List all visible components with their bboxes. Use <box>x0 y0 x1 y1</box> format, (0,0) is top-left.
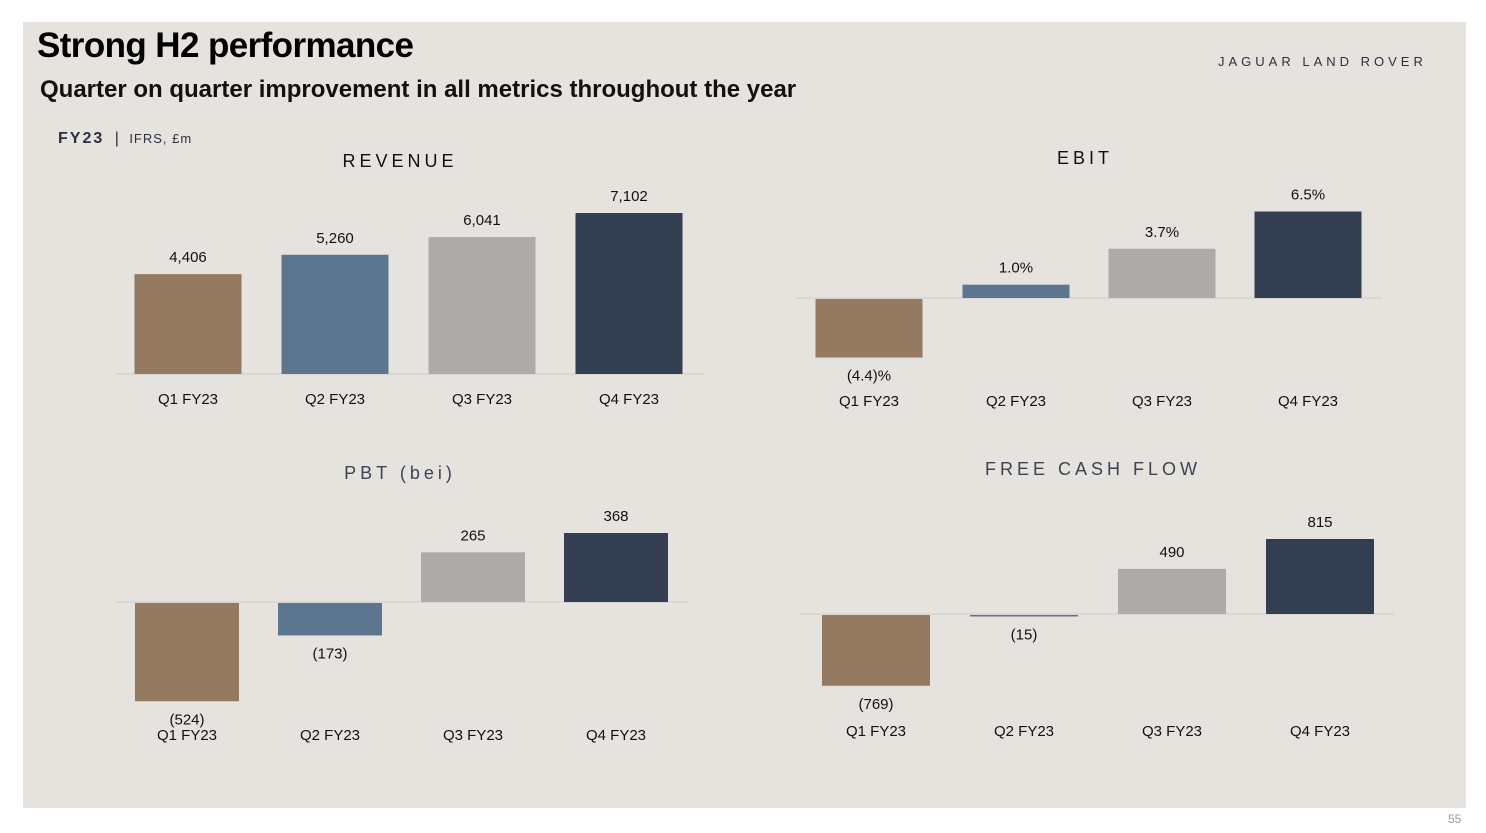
basis-separator: | <box>114 130 119 147</box>
ebit-bar-q1 <box>815 299 923 358</box>
basis-units: IFRS, £m <box>129 131 193 146</box>
revenue-category-label-q1: Q1 FY23 <box>158 391 218 408</box>
fcf-category-label-q3: Q3 FY23 <box>1142 723 1202 740</box>
pbt-value-label-q4: 368 <box>603 508 628 525</box>
ebit-category-label-q2: Q2 FY23 <box>986 393 1046 410</box>
revenue-value-label-q2: 5,260 <box>316 230 354 247</box>
pbt-bar-q2 <box>278 603 382 636</box>
ebit-chart-title: EBIT <box>1057 148 1113 168</box>
pbt-value-label-q2: (173) <box>312 645 347 662</box>
revenue-chart-title: REVENUE <box>342 151 457 171</box>
page-subtitle: Quarter on quarter improvement in all me… <box>40 76 797 103</box>
revenue-category-label-q2: Q2 FY23 <box>305 391 365 408</box>
fcf-bar-q2 <box>970 615 1078 617</box>
ebit-value-label-q3: 3.7% <box>1145 224 1179 241</box>
revenue-value-label-q3: 6,041 <box>463 212 501 229</box>
ebit-value-label-q4: 6.5% <box>1291 187 1325 204</box>
pbt-category-label-q1: Q1 FY23 <box>157 727 217 744</box>
pbt-category-label-q4: Q4 FY23 <box>586 727 646 744</box>
pbt-value-label-q3: 265 <box>460 527 485 544</box>
fcf-value-label-q3: 490 <box>1159 544 1184 561</box>
fcf-value-label-q4: 815 <box>1307 514 1332 531</box>
pbt-value-label-q1: (524) <box>169 711 204 728</box>
ebit-bar-q4 <box>1254 211 1362 298</box>
fcf-bar-q1 <box>822 615 930 686</box>
ebit-bar-q3 <box>1108 248 1216 298</box>
ebit-value-label-q1: (4.4)% <box>847 368 891 385</box>
ebit-chart: EBIT (4.4)% Q1 FY23 1.0% Q2 FY23 3.7% Q3 FY23 6… <box>796 148 1382 410</box>
page-title: Strong H2 performance <box>37 26 414 65</box>
page-number: 55 <box>1448 812 1462 826</box>
pbt-bar-q4 <box>564 533 668 602</box>
fcf-value-label-q2: (15) <box>1011 627 1038 644</box>
fcf-chart-title: FREE CASH FLOW <box>985 459 1201 479</box>
pbt-chart-title: PBT (bei) <box>344 463 456 483</box>
pbt-bar-q3 <box>421 552 525 602</box>
revenue-value-label-q1: 4,406 <box>169 249 207 266</box>
revenue-category-label-q4: Q4 FY23 <box>599 391 659 408</box>
ebit-category-label-q1: Q1 FY23 <box>839 393 899 410</box>
free-cash-flow-chart: FREE CASH FLOW (769) Q1 FY23 (15) Q2 FY23 490… <box>800 459 1394 740</box>
revenue-bar-q3 <box>428 237 536 374</box>
fcf-value-label-q1: (769) <box>858 696 893 713</box>
ebit-value-label-q2: 1.0% <box>999 260 1033 277</box>
revenue-category-label-q3: Q3 FY23 <box>452 391 512 408</box>
brand-wordmark: JAGUAR LAND ROVER <box>1218 54 1427 69</box>
fcf-bar-q4 <box>1266 539 1374 614</box>
ebit-category-label-q4: Q4 FY23 <box>1278 393 1338 410</box>
ebit-category-label-q3: Q3 FY23 <box>1132 393 1192 410</box>
ebit-bar-q2 <box>962 284 1070 298</box>
revenue-chart: REVENUE 4,406 Q1 FY23 5,260 Q2 FY23 6,041 Q3 F… <box>116 151 704 408</box>
pbt-chart: PBT (bei) (524)Q1 FY23 (173) Q2 FY23 265 Q3 F… <box>116 463 688 744</box>
fcf-category-label-q4: Q4 FY23 <box>1290 723 1350 740</box>
fcf-category-label-q2: Q2 FY23 <box>994 723 1054 740</box>
pbt-bar-q1 <box>135 603 239 702</box>
slide-background <box>23 22 1466 808</box>
revenue-bar-q2 <box>281 254 389 374</box>
reporting-basis: FY23 | IFRS, £m <box>58 130 192 148</box>
pbt-category-label-q3: Q3 FY23 <box>443 727 503 744</box>
pbt-category-label-q2: Q2 FY23 <box>300 727 360 744</box>
fcf-category-label-q1: Q1 FY23 <box>846 723 906 740</box>
basis-year: FY23 <box>58 130 105 147</box>
revenue-bar-q1 <box>134 274 242 374</box>
revenue-bar-q4 <box>575 213 683 374</box>
fcf-bar-q3 <box>1118 568 1226 614</box>
revenue-value-label-q4: 7,102 <box>610 188 648 205</box>
